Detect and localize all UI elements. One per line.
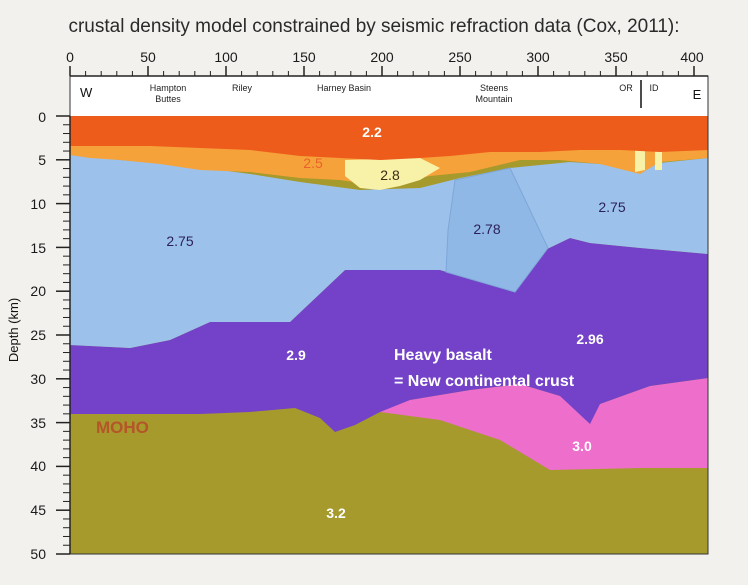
density-crust-west-label: 2.75 — [166, 233, 193, 249]
x-axis-ticks — [69, 66, 695, 76]
layer-upper — [70, 116, 708, 160]
label-steens-2: Mountain — [475, 94, 512, 104]
density-pink-label: 3.0 — [572, 438, 592, 454]
label-east: E — [693, 87, 702, 102]
annotation-line-1: Heavy basalt — [394, 347, 493, 364]
pale-strip-2 — [655, 146, 662, 170]
y-tick-5: 5 — [38, 152, 46, 168]
label-id: ID — [650, 83, 660, 93]
label-steens-1: Steens — [480, 83, 509, 93]
layer-upper-crust — [70, 155, 708, 348]
y-tick-45: 45 — [30, 502, 46, 518]
label-harney: Harney Basin — [317, 83, 371, 93]
y-tick-35: 35 — [30, 415, 46, 431]
x-tick-50: 50 — [140, 49, 156, 65]
y-tick-50: 50 — [30, 546, 46, 562]
x-tick-300: 300 — [526, 49, 550, 65]
label-or: OR — [619, 83, 633, 93]
density-sed-b-label: 2.8 — [380, 167, 400, 183]
x-tick-150: 150 — [292, 49, 316, 65]
y-axis-label: Depth (km) — [6, 298, 21, 362]
y-tick-10: 10 — [30, 196, 46, 212]
y-tick-20: 20 — [30, 283, 46, 299]
annotation-line-2: = New continental crust — [394, 373, 575, 390]
y-tick-40: 40 — [30, 458, 46, 474]
label-hampton-2: Buttes — [155, 94, 181, 104]
y-tick-25: 25 — [30, 327, 46, 343]
x-tick-350: 350 — [604, 49, 628, 65]
density-lower-east-label: 2.96 — [576, 331, 603, 347]
figure-title: crustal density model constrained by sei… — [68, 16, 679, 37]
label-hampton-1: Hampton — [150, 83, 187, 93]
y-axis-ticks — [56, 115, 70, 555]
density-lower-west-label: 2.9 — [286, 347, 306, 363]
x-tick-200: 200 — [370, 49, 394, 65]
pale-strip-1 — [635, 146, 645, 172]
y-tick-0: 0 — [38, 109, 46, 125]
density-crust-east-label: 2.75 — [598, 199, 625, 215]
x-tick-250: 250 — [448, 49, 472, 65]
x-tick-0: 0 — [66, 49, 74, 65]
x-tick-400: 400 — [680, 49, 704, 65]
y-tick-15: 15 — [30, 240, 46, 256]
layer-lower-crust — [70, 238, 708, 432]
density-sed-a-label: 2.5 — [303, 155, 323, 171]
layer-pale-sediment — [345, 158, 440, 190]
density-upper-label: 2.2 — [362, 124, 382, 140]
label-riley: Riley — [232, 83, 253, 93]
density-mantle-label: 3.2 — [326, 505, 346, 521]
x-tick-100: 100 — [214, 49, 238, 65]
layer-steens-block — [445, 167, 549, 293]
moho-label: MOHO — [96, 418, 149, 437]
y-tick-30: 30 — [30, 371, 46, 387]
place-strip — [70, 76, 708, 116]
layer-pink — [330, 378, 708, 470]
label-west: W — [80, 85, 93, 100]
density-steens-label: 2.78 — [473, 221, 500, 237]
